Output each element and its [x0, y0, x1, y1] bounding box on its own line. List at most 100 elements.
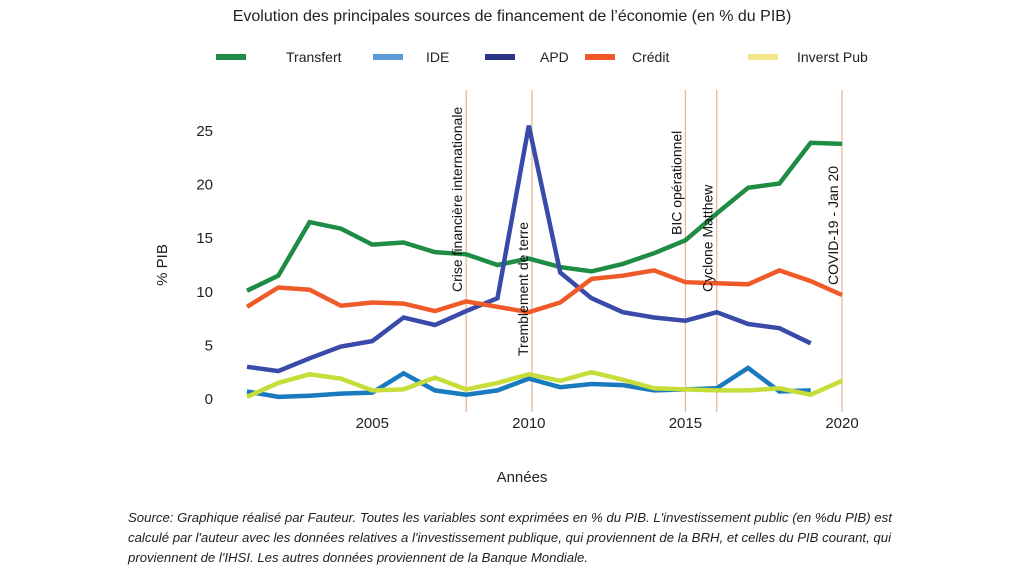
data-point-transfert-2007 — [433, 250, 437, 254]
x-tick-label: 2015 — [669, 415, 702, 432]
data-point-ide-2010 — [527, 377, 531, 381]
series-line-transfert — [246, 140, 843, 293]
data-point-transfert-2015 — [683, 238, 687, 242]
data-point-inverst-pub-2010 — [527, 372, 531, 376]
data-point-credit-2006 — [402, 302, 406, 306]
data-point-inverst-pub-2008 — [464, 387, 468, 391]
data-point-credit-2005 — [370, 301, 374, 305]
data-point-transfert-2001 — [245, 289, 249, 293]
data-point-apd-2008 — [464, 309, 468, 313]
data-point-inverst-pub-2011 — [558, 379, 562, 383]
source-footnote: Source: Graphique réalisé par Fauteur. T… — [128, 510, 892, 565]
x-tick-label: 2020 — [825, 415, 858, 432]
data-point-inverst-pub-2018 — [777, 386, 781, 390]
y-tick-label: 25 — [196, 123, 213, 140]
data-point-credit-2015 — [683, 280, 687, 284]
data-point-transfert-2005 — [370, 243, 374, 247]
event-label-covid-19-jan-20: COVID-19 - Jan 20 — [825, 166, 841, 285]
data-point-transfert-2020 — [840, 142, 844, 146]
data-point-ide-2007 — [433, 388, 437, 392]
legend-swatch-apd — [485, 54, 515, 60]
data-point-inverst-pub-2015 — [683, 387, 687, 391]
data-point-inverst-pub-2001 — [245, 395, 249, 399]
legend-swatch-ide — [373, 54, 403, 60]
data-point-ide-2001 — [245, 389, 249, 393]
data-point-transfert-2004 — [339, 227, 343, 231]
data-point-inverst-pub-2002 — [276, 381, 280, 385]
data-point-credit-2002 — [276, 286, 280, 290]
data-point-apd-2006 — [402, 316, 406, 320]
y-axis-label: % PIB — [154, 244, 171, 286]
y-tick-label: 20 — [196, 177, 213, 194]
data-point-inverst-pub-2012 — [589, 370, 593, 374]
data-point-credit-2020 — [840, 293, 844, 297]
data-point-credit-2018 — [777, 268, 781, 272]
data-point-inverst-pub-2016 — [715, 388, 719, 392]
data-point-transfert-2002 — [276, 274, 280, 278]
data-point-ide-2012 — [589, 382, 593, 386]
data-point-inverst-pub-2014 — [652, 386, 656, 390]
data-point-ide-2004 — [339, 392, 343, 396]
x-tick-label: 2010 — [512, 415, 545, 432]
data-point-apd-2009 — [496, 296, 500, 300]
data-point-apd-2017 — [746, 322, 750, 326]
data-point-transfert-2006 — [402, 240, 406, 244]
legend-label: Transfert — [286, 49, 342, 65]
data-point-transfert-2009 — [496, 263, 500, 267]
data-point-credit-2003 — [308, 288, 312, 292]
data-point-apd-2007 — [433, 323, 437, 327]
data-point-apd-2004 — [339, 344, 343, 348]
data-point-inverst-pub-2009 — [496, 381, 500, 385]
event-label-crise-financiere-internationale: Crise financière internationale — [449, 107, 465, 292]
data-point-ide-2008 — [464, 393, 468, 397]
data-point-credit-2008 — [464, 299, 468, 303]
data-point-credit-2007 — [433, 309, 437, 313]
data-point-credit-2009 — [496, 305, 500, 309]
legend: Transfert IDE APD Crédit Inverst Pub — [0, 49, 1024, 74]
data-point-apd-2019 — [809, 341, 813, 345]
legend-label: Crédit — [632, 49, 670, 65]
annotation-text-layer: Crise financière internationale Trembleme… — [449, 107, 841, 356]
y-tick-label: 5 — [205, 337, 213, 354]
data-point-ide-2017 — [746, 366, 750, 370]
data-point-inverst-pub-2004 — [339, 377, 343, 381]
data-point-credit-2012 — [589, 277, 593, 281]
series-layer — [245, 125, 844, 400]
data-point-inverst-pub-2020 — [840, 379, 844, 383]
legend-item-inverst-pub: Inverst Pub — [748, 49, 868, 65]
y-tick-label: 15 — [196, 230, 213, 247]
data-point-ide-2009 — [496, 388, 500, 392]
y-tick-label: 0 — [205, 391, 213, 408]
data-point-credit-2017 — [746, 282, 750, 286]
data-point-apd-2002 — [276, 369, 280, 373]
data-point-apd-2005 — [370, 339, 374, 343]
data-point-inverst-pub-2007 — [433, 376, 437, 380]
data-point-ide-2013 — [621, 383, 625, 387]
legend-swatch-inverst-pub — [748, 54, 778, 60]
legend-label: APD — [540, 49, 569, 65]
data-point-transfert-2012 — [589, 269, 593, 273]
data-point-credit-2004 — [339, 304, 343, 308]
x-axis-label: Années — [497, 469, 548, 486]
event-label-bic-operationnel: BIC opérationnel — [668, 131, 684, 235]
data-point-credit-2013 — [621, 274, 625, 278]
chart-title: Evolution des principales sources de fin… — [232, 8, 792, 25]
data-point-apd-2012 — [589, 296, 593, 300]
legend-item-credit: Crédit — [585, 49, 669, 65]
data-point-inverst-pub-2003 — [308, 372, 312, 376]
series-line-credit — [245, 267, 843, 315]
legend-item-apd: APD — [485, 49, 569, 65]
data-point-transfert-2014 — [652, 251, 656, 255]
data-point-transfert-2019 — [809, 141, 813, 145]
legend-item-transfert: Transfert — [216, 49, 342, 65]
data-point-apd-2015 — [683, 319, 687, 323]
data-point-inverst-pub-2017 — [746, 388, 750, 392]
data-point-apd-2011 — [558, 271, 562, 275]
legend-label: Inverst Pub — [797, 49, 868, 65]
data-point-apd-2001 — [245, 365, 249, 369]
data-point-apd-2013 — [621, 310, 625, 314]
data-point-credit-2019 — [809, 279, 813, 283]
event-label-tremblement-de-terre: Tremblement de terre — [515, 222, 531, 356]
data-point-ide-2006 — [402, 371, 406, 375]
